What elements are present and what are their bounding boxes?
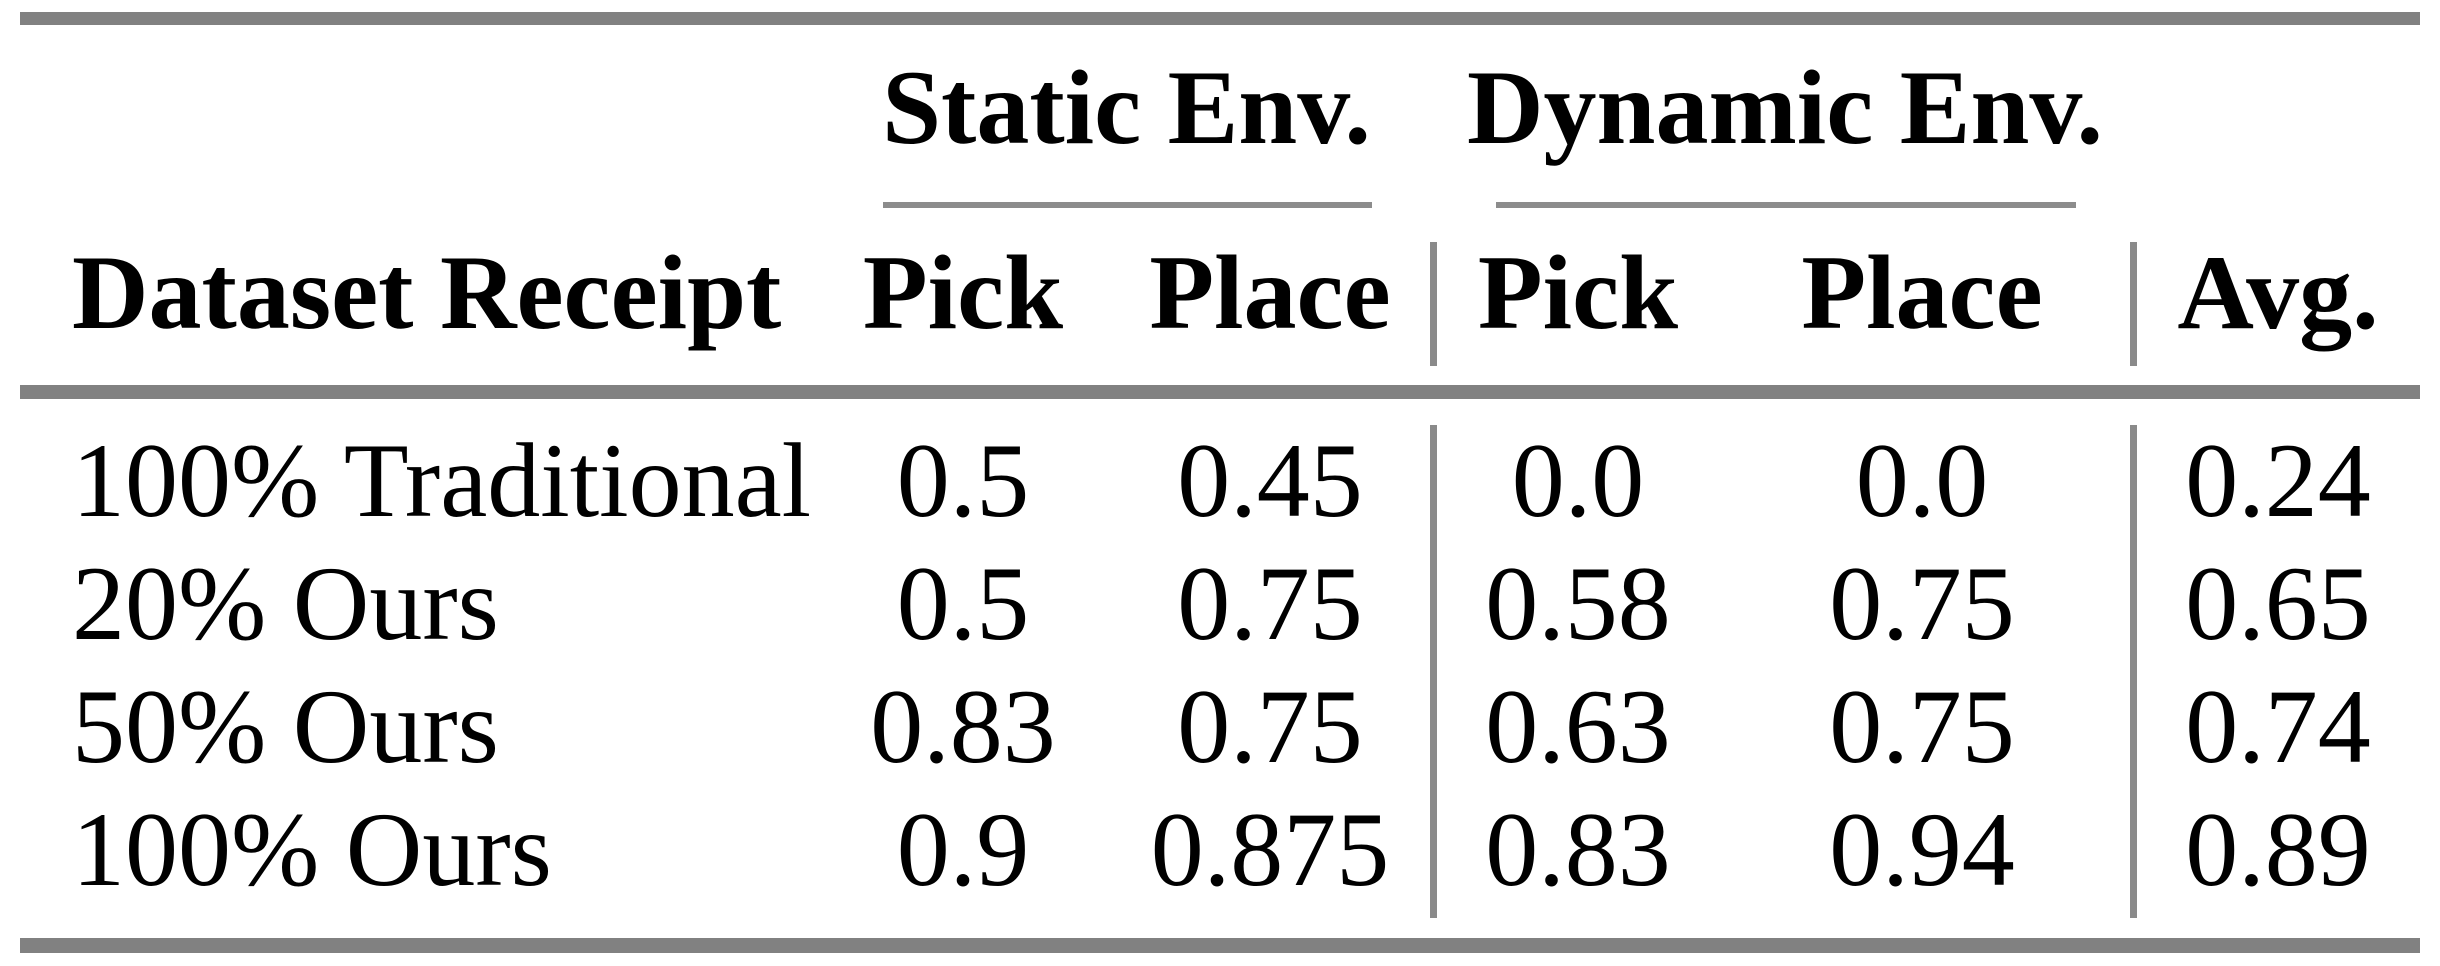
cell-avg: 0.74 bbox=[2185, 668, 2371, 785]
cell-dynamic-pick: 0.83 bbox=[1485, 791, 1671, 908]
cell-dataset-receipt: 20% Ours bbox=[72, 545, 499, 662]
cell-static-pick: 0.5 bbox=[896, 422, 1030, 539]
cell-dataset-receipt: 100% Ours bbox=[72, 791, 552, 908]
column-group-dynamic-env: Dynamic Env. bbox=[1466, 49, 2104, 166]
table-row: 20% Ours 0.5 0.75 0.58 0.75 0.65 bbox=[0, 543, 2440, 665]
cell-dynamic-place: 0.0 bbox=[1855, 422, 1989, 539]
table-bottom-rule bbox=[20, 938, 2420, 953]
cell-static-place: 0.45 bbox=[1177, 422, 1363, 539]
header-static-place: Place bbox=[1149, 234, 1391, 351]
cell-avg: 0.89 bbox=[2185, 791, 2371, 908]
cell-avg: 0.24 bbox=[2185, 422, 2371, 539]
cell-dynamic-pick: 0.63 bbox=[1485, 668, 1671, 785]
cell-static-place: 0.75 bbox=[1177, 545, 1363, 662]
cell-static-pick: 0.83 bbox=[870, 668, 1056, 785]
cell-static-pick: 0.5 bbox=[896, 545, 1030, 662]
cell-dataset-receipt: 100% Traditional bbox=[72, 422, 812, 539]
header-static-pick: Pick bbox=[862, 234, 1064, 351]
table-row: 100% Ours 0.9 0.875 0.83 0.94 0.89 bbox=[0, 789, 2440, 911]
cell-dynamic-pick: 0.0 bbox=[1511, 422, 1645, 539]
static-env-underline bbox=[883, 202, 1372, 208]
table-header-midrule bbox=[20, 385, 2420, 399]
header-dataset-receipt: Dataset Receipt bbox=[72, 234, 782, 351]
table-header-row: Dataset Receipt Pick Place Pick Place Av… bbox=[0, 233, 2440, 353]
table-top-rule bbox=[20, 12, 2420, 25]
column-separator bbox=[1430, 425, 1437, 918]
dynamic-env-underline bbox=[1496, 202, 2076, 208]
cell-static-pick: 0.9 bbox=[896, 791, 1030, 908]
header-dynamic-place: Place bbox=[1801, 234, 2043, 351]
column-separator bbox=[2130, 425, 2137, 918]
column-separator bbox=[1430, 242, 1437, 366]
cell-static-place: 0.75 bbox=[1177, 668, 1363, 785]
cell-dynamic-place: 0.75 bbox=[1829, 545, 2015, 662]
header-avg: Avg. bbox=[2177, 234, 2379, 351]
column-separator bbox=[2130, 242, 2137, 366]
cell-dynamic-pick: 0.58 bbox=[1485, 545, 1671, 662]
table-row: 50% Ours 0.83 0.75 0.63 0.75 0.74 bbox=[0, 666, 2440, 788]
cell-dynamic-place: 0.75 bbox=[1829, 668, 2015, 785]
cell-avg: 0.65 bbox=[2185, 545, 2371, 662]
header-dynamic-pick: Pick bbox=[1477, 234, 1679, 351]
cell-static-place: 0.875 bbox=[1150, 791, 1390, 908]
table-row: 100% Traditional 0.5 0.45 0.0 0.0 0.24 bbox=[0, 420, 2440, 542]
cell-dynamic-place: 0.94 bbox=[1829, 791, 2015, 908]
column-group-static-env: Static Env. bbox=[882, 49, 1371, 166]
cell-dataset-receipt: 50% Ours bbox=[72, 668, 499, 785]
